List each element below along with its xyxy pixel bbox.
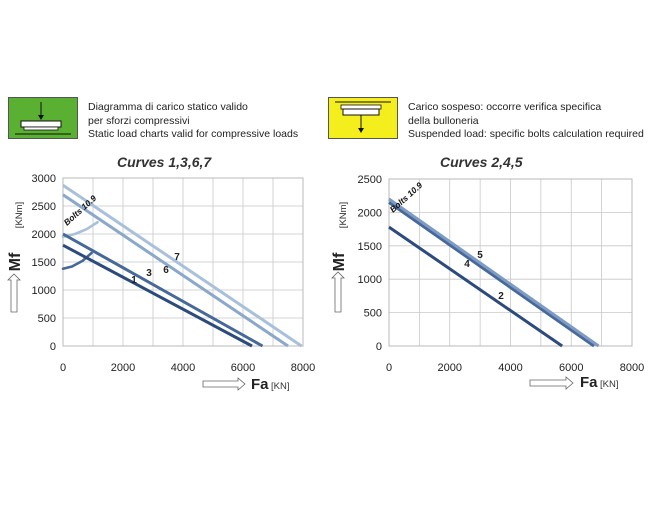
suspended-note-line3: Suspended load: specific bolts calculati…	[408, 128, 644, 140]
suspended-load-icon	[335, 101, 391, 133]
y-axis-title: Mf	[331, 252, 348, 271]
series-line-curve-4	[388, 201, 595, 348]
x-tick-label: 8000	[291, 362, 315, 374]
suspended-load-note: Carico sospeso: occorre verifica specifi…	[408, 101, 644, 142]
y-tick-label: 1500	[358, 241, 382, 253]
y-tick-label: 2500	[358, 174, 382, 186]
compressive-load-icon	[15, 102, 71, 135]
y-tick-label: 1000	[358, 274, 382, 286]
plot-frame	[62, 177, 304, 347]
x-tick-label: 6000	[231, 362, 255, 374]
compressive-load-note: Diagramma di carico statico valido per s…	[88, 101, 298, 142]
y-tick-label: 500	[364, 308, 382, 320]
curve-label-1: 1	[131, 275, 137, 286]
x-axis-arrow-icon	[529, 376, 574, 390]
y-tick-label: 500	[38, 313, 56, 325]
series-line-curve-3	[62, 232, 264, 348]
x-axis-title: Fa	[251, 376, 269, 393]
series-line-curve-7	[62, 184, 303, 348]
y-axis-arrow-icon	[331, 271, 345, 313]
series-line-curve-5	[388, 197, 600, 348]
curve-label-6: 6	[163, 265, 169, 276]
y-axis-label: Mf	[7, 252, 24, 271]
y-tick-label: 1000	[32, 285, 56, 297]
curve-label-2: 2	[498, 291, 504, 302]
y-tick-label: 0	[50, 341, 56, 353]
x-axis-arrow-icon	[202, 377, 246, 391]
y-tick-label: 2500	[32, 201, 56, 213]
x-tick-label: 2000	[438, 362, 462, 374]
x-tick-label: 0	[60, 362, 66, 374]
chart-title-right: Curves 2,4,5	[440, 154, 523, 170]
y-tick-label: 3000	[32, 173, 56, 185]
compressive-note-line2: per sforzi compressivi	[88, 114, 190, 127]
x-axis-title: Fa	[580, 374, 598, 391]
y-axis-label: Mf	[331, 252, 348, 271]
chart-title-left: Curves 1,3,6,7	[117, 154, 212, 170]
y-axis-title: Mf	[7, 252, 24, 271]
y-tick-label: 0	[376, 341, 382, 353]
suspended-note-line1: Carico sospeso: occorre verifica specifi…	[408, 101, 602, 113]
curve-label-5: 5	[477, 250, 483, 261]
bolts-limit-curve	[61, 220, 99, 239]
y-axis-unit-group: [KNm]	[14, 202, 25, 228]
x-tick-label: 0	[386, 362, 392, 374]
compressive-note-line1: Diagramma di carico statico valido	[88, 101, 248, 113]
y-tick-label: 2000	[358, 207, 382, 219]
y-tick-label: 2000	[32, 229, 56, 241]
x-tick-label: 4000	[171, 362, 195, 374]
curve-label-4: 4	[464, 259, 470, 270]
y-tick-label: 1500	[32, 257, 56, 269]
y-axis-unit-group: [KNm]	[338, 202, 349, 228]
x-axis-unit: [KN]	[600, 379, 618, 390]
load-chart-curves-1-3-6-7: 0 500 1000 1500 2000 2500 3000 0 2000 4000 6000 800…	[7, 173, 315, 393]
x-axis-unit: [KN]	[271, 381, 289, 392]
curve-label-7: 7	[174, 252, 180, 263]
y-axis-unit: [KNm]	[338, 202, 349, 228]
compressive-load-swatch	[8, 97, 78, 139]
suspended-load-swatch	[328, 97, 398, 139]
x-tick-label: 8000	[620, 362, 644, 374]
series-line-curve-6	[62, 193, 289, 348]
y-axis-unit: [KNm]	[14, 202, 25, 228]
x-tick-label: 6000	[559, 362, 583, 374]
compressive-note-line3: Static load charts valid for compressive…	[88, 128, 299, 140]
plot-frame	[388, 178, 633, 347]
curve-label-3: 3	[146, 268, 152, 279]
x-tick-label: 4000	[498, 362, 522, 374]
suspended-note-line2: della bulloneria	[408, 114, 479, 127]
x-tick-label: 2000	[111, 362, 135, 374]
series-line-curve-1	[62, 243, 253, 348]
y-axis-arrow-icon	[7, 273, 21, 313]
series-line-curve-2	[388, 225, 563, 348]
